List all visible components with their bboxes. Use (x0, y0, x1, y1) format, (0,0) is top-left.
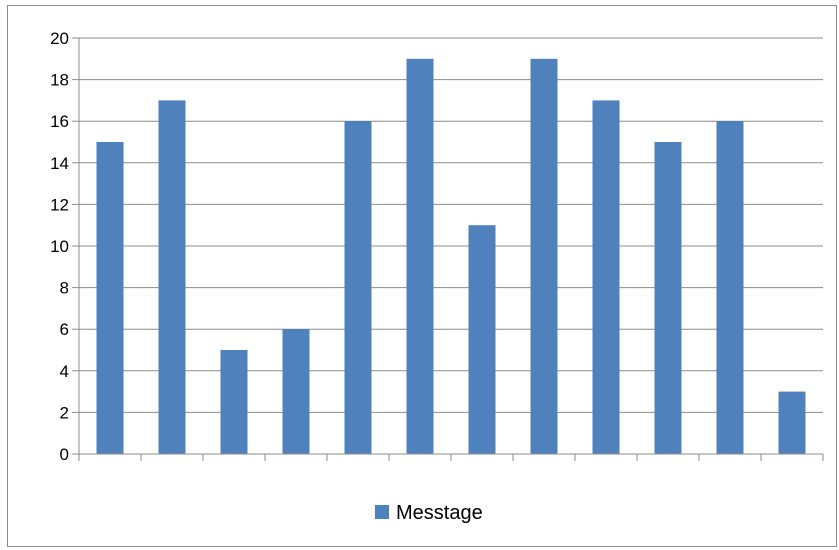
bar (406, 58, 434, 455)
bar (654, 142, 682, 454)
y-tick-label: 14 (50, 154, 69, 173)
y-tick-label: 10 (50, 237, 69, 256)
bar (344, 121, 372, 454)
y-tick-label: 4 (60, 362, 69, 381)
bar (778, 391, 806, 454)
y-tick-label: 2 (60, 403, 69, 422)
bar (592, 100, 620, 455)
legend: Messtage (375, 502, 483, 524)
x-axis (78, 453, 824, 461)
y-axis: 0 2 4 6 8 10 12 14 16 18 20 (50, 29, 80, 464)
bar (530, 58, 558, 455)
legend-swatch (375, 505, 389, 519)
gridlines (79, 37, 823, 413)
y-tick-label: 0 (60, 445, 69, 464)
bar (96, 142, 124, 454)
bar (158, 100, 186, 455)
y-tick-label: 18 (50, 71, 69, 90)
bars (96, 58, 806, 455)
y-tick-label: 16 (50, 112, 69, 131)
legend-label: Messtage (396, 502, 483, 524)
bar (220, 350, 248, 454)
y-tick-label: 8 (60, 279, 69, 298)
bar (468, 225, 496, 454)
bar (282, 329, 310, 454)
bar (716, 121, 744, 454)
y-tick-label: 12 (50, 195, 69, 214)
y-tick-label: 20 (50, 29, 69, 48)
y-tick-label: 6 (60, 320, 69, 339)
